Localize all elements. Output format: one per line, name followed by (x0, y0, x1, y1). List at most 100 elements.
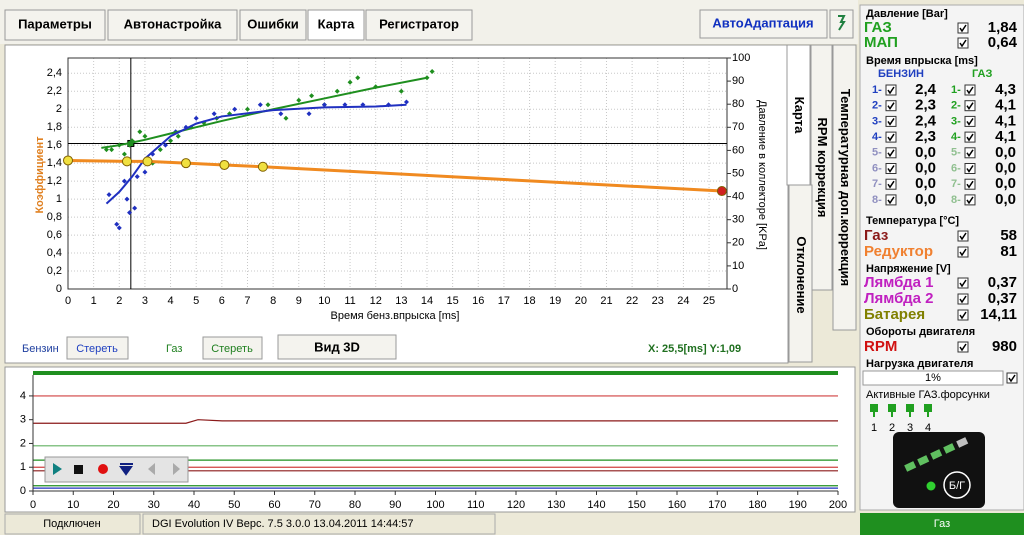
check-mark (887, 102, 895, 111)
checkbox[interactable] (964, 147, 976, 159)
cyl-label: 8- (951, 194, 961, 206)
stop-button[interactable] (74, 465, 83, 474)
side-tab-label[interactable]: Температурная доп.коррекция (838, 89, 853, 286)
tab[interactable] (107, 9, 238, 41)
checkbox[interactable] (964, 194, 976, 206)
tab-label[interactable]: Регистратор (379, 16, 459, 31)
checkbox[interactable] (964, 84, 976, 96)
checkbox[interactable] (957, 341, 969, 353)
marker-button[interactable] (119, 463, 133, 476)
cyl-label: 5- (951, 147, 961, 159)
checkbox[interactable] (885, 163, 897, 174)
play-button[interactable] (53, 463, 62, 475)
logger-frame (4, 366, 856, 513)
tab-label[interactable]: Параметры (18, 16, 92, 31)
checkbox[interactable] (964, 131, 976, 143)
checkbox[interactable] (957, 37, 969, 49)
injector-icon (924, 404, 932, 417)
checkbox[interactable] (885, 84, 897, 96)
cyl-label: 1- (872, 84, 882, 96)
side-tab[interactable] (832, 44, 857, 331)
x-tick-label: 40 (188, 499, 200, 511)
y-tick-label: 2 (20, 437, 26, 449)
tab[interactable] (239, 9, 307, 41)
checkbox[interactable] (1006, 372, 1018, 384)
x-tick-label: 0 (30, 499, 36, 511)
checkbox[interactable] (964, 115, 976, 127)
auto-button-label[interactable]: АвтоАдаптация (712, 15, 813, 30)
data-point (124, 196, 130, 202)
rpm-value: 980 (992, 338, 1017, 355)
checkbox[interactable] (885, 194, 897, 206)
forward-button[interactable] (173, 463, 180, 475)
side-tab[interactable] (788, 184, 813, 363)
checkbox[interactable] (885, 100, 897, 112)
auto-button[interactable] (699, 9, 828, 39)
data-point (142, 133, 148, 139)
data-point (211, 111, 217, 117)
data-point (334, 88, 340, 94)
reading-label: Газ (864, 227, 888, 244)
x-tick-label: 30 (148, 499, 160, 511)
injector-label: 3 (907, 422, 913, 434)
curve-marker (180, 158, 191, 169)
view3d-label[interactable]: Вид 3D (314, 339, 360, 354)
side-tab-label[interactable]: Отклонение (794, 236, 809, 313)
tab-label[interactable]: Ошибки (247, 16, 298, 31)
side-tab-label[interactable]: Карта (792, 97, 807, 134)
data-point (429, 68, 435, 74)
check-mark (887, 133, 895, 142)
data-point (193, 115, 199, 121)
reading-value: 0,64 (988, 34, 1018, 51)
checkbox[interactable] (964, 163, 976, 174)
petrol-label: Бензин (22, 343, 59, 355)
data-point (127, 210, 133, 216)
x-tick-label: 3 (142, 295, 148, 307)
tab-label[interactable]: Автонастройка (124, 16, 222, 31)
section-title: Обороты двигателя (866, 326, 975, 338)
record-button[interactable] (98, 464, 108, 474)
clear-gas-button[interactable] (202, 336, 263, 360)
x-tick-label: 70 (309, 499, 321, 511)
x-tick-label: 20 (575, 295, 587, 307)
checkbox[interactable] (957, 309, 969, 321)
checkbox[interactable] (885, 131, 897, 143)
tab[interactable] (307, 9, 365, 41)
checkbox[interactable] (957, 230, 969, 242)
data-point (355, 75, 361, 81)
tab-label[interactable]: Карта (318, 16, 355, 31)
checkbox[interactable] (957, 277, 969, 289)
section-title: Давление [Bar] (866, 8, 948, 20)
checkbox[interactable] (885, 115, 897, 127)
check-mark (959, 295, 967, 304)
data-point (103, 147, 109, 153)
cyl-label: 2- (951, 100, 961, 112)
tab[interactable] (365, 9, 473, 41)
clear-gas-label[interactable]: Стереть (211, 343, 253, 355)
checkbox[interactable] (957, 293, 969, 305)
petrol-time: 2,3 (915, 128, 936, 145)
x-tick-label: 25 (703, 295, 715, 307)
x-tick-label: 11 (344, 295, 355, 307)
clear-petrol-label[interactable]: Стереть (76, 343, 118, 355)
x-tick-label: 170 (708, 499, 726, 511)
status-cell (860, 513, 1024, 535)
back-button[interactable] (148, 463, 155, 475)
view3d-button[interactable] (277, 334, 397, 360)
side-tab[interactable] (810, 44, 833, 291)
x-tick-label: 17 (498, 295, 510, 307)
tab[interactable] (4, 9, 106, 41)
x-tick-label: 180 (748, 499, 766, 511)
checkbox[interactable] (964, 178, 976, 190)
cyl-label: 4- (951, 131, 961, 143)
checkbox[interactable] (885, 147, 897, 159)
checkbox[interactable] (957, 246, 969, 258)
checkbox[interactable] (957, 22, 969, 34)
checkbox[interactable] (964, 100, 976, 112)
side-tab-label[interactable]: RPM коррекция (815, 118, 830, 218)
indicator-segment (956, 437, 969, 448)
checkbox[interactable] (885, 178, 897, 190)
clear-petrol-button[interactable] (66, 336, 129, 360)
help-button[interactable] (829, 9, 854, 39)
y2-tick-label: 10 (732, 260, 744, 272)
